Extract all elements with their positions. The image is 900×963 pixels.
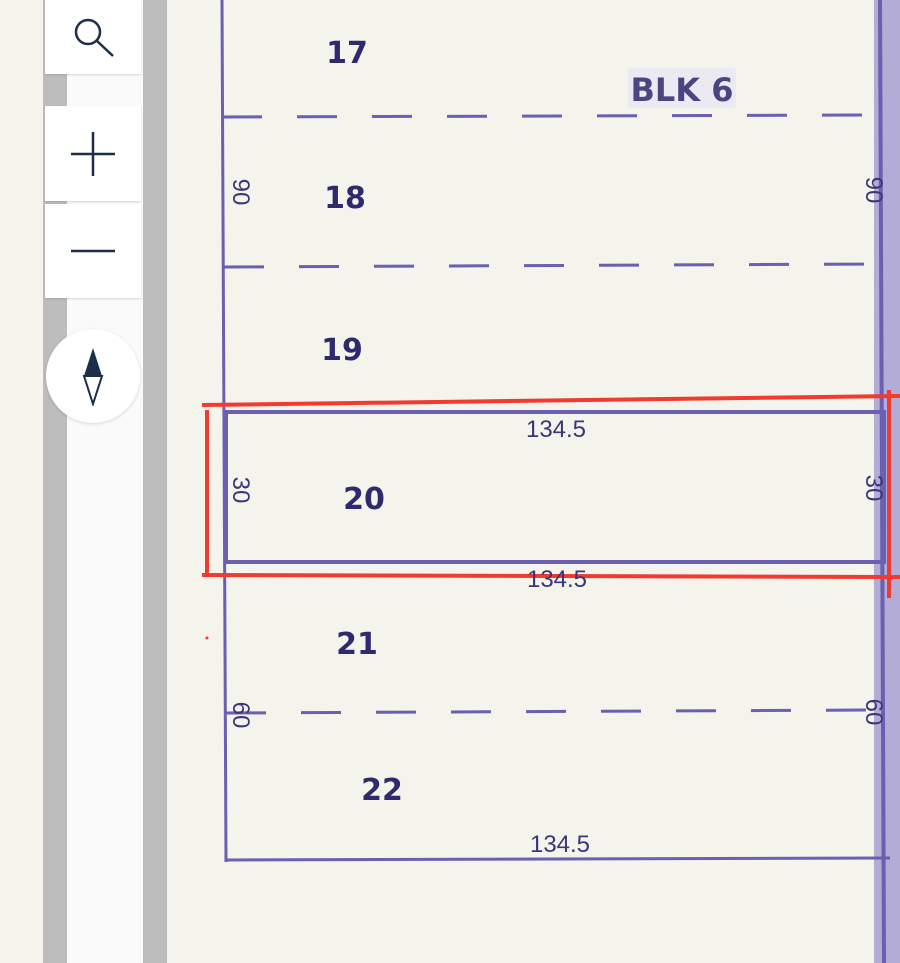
lot-line-17-18 xyxy=(221,113,879,119)
lot-line-21-22 xyxy=(225,708,879,715)
dimension-label: 30 xyxy=(227,477,254,504)
zoom-out-button[interactable] xyxy=(45,204,141,298)
lot-line-bottom xyxy=(225,856,891,862)
minus-icon xyxy=(71,249,115,253)
lot-number: 21 xyxy=(336,627,378,662)
search-button[interactable] xyxy=(45,0,141,74)
dimension-label: 134.5 xyxy=(530,831,590,858)
dimension-label: 30 xyxy=(860,475,887,502)
highlight-box xyxy=(201,390,900,598)
plus-icon xyxy=(71,131,115,176)
lot-number: 17 xyxy=(326,36,368,71)
zoom-in-button[interactable] xyxy=(45,106,141,201)
dimension-label: 90 xyxy=(227,179,254,206)
block-label: BLK 6 xyxy=(631,71,734,109)
dimension-label: 134.5 xyxy=(527,566,587,593)
lot-line-18-19 xyxy=(223,262,879,269)
lot-number: 18 xyxy=(324,181,366,216)
dimension-label: 60 xyxy=(860,699,887,726)
lot-20-outline[interactable] xyxy=(224,410,886,564)
road-edge xyxy=(143,0,167,963)
block-label-bg xyxy=(628,68,736,108)
highlight-dot xyxy=(205,636,209,640)
dimension-label: 134.5 xyxy=(526,416,586,443)
dimension-label: 90 xyxy=(860,177,887,204)
lot-number: 20 xyxy=(343,482,385,517)
lot-number: 19 xyxy=(321,333,363,368)
lot-number: 22 xyxy=(361,773,403,808)
search-icon xyxy=(74,18,114,57)
compass-button[interactable] xyxy=(46,329,140,423)
compass-icon xyxy=(82,348,104,406)
dimension-label: 60 xyxy=(227,702,254,729)
